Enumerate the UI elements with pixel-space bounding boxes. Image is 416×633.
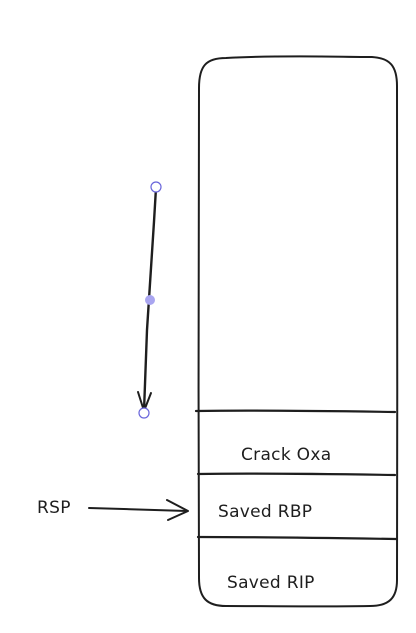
rsp-arrow-icon[interactable] bbox=[88, 499, 189, 521]
stack-cell-label-saved-rbp: Saved RBP bbox=[218, 502, 312, 522]
selection-handle-mid-icon[interactable] bbox=[145, 295, 155, 305]
stack-cell-label-saved-rip: Saved RIP bbox=[227, 573, 315, 593]
selection-handle-start-icon[interactable] bbox=[150, 181, 162, 193]
rsp-label: RSP bbox=[37, 498, 71, 518]
stack-divider-top[interactable] bbox=[194, 409, 397, 414]
stack-divider-middle[interactable] bbox=[196, 472, 397, 477]
selection-handle-end-icon[interactable] bbox=[138, 407, 150, 419]
stack-divider-bottom[interactable] bbox=[196, 535, 398, 541]
stack-frame-outline[interactable] bbox=[197, 55, 399, 608]
stack-cell-label-crack: Crack Oxa bbox=[241, 445, 331, 465]
